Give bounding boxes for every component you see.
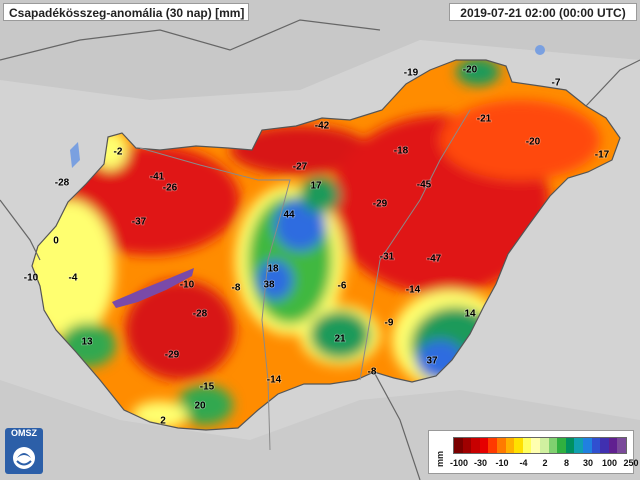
legend-swatch (471, 438, 480, 453)
value-label: -9 (385, 318, 394, 329)
country-border (31, 59, 621, 431)
value-label: -2 (114, 147, 123, 158)
value-label: 17 (310, 181, 322, 192)
legend-swatch (505, 438, 515, 453)
value-label: -15 (200, 382, 215, 393)
value-label: -28 (55, 178, 70, 189)
legend-swatch (582, 438, 592, 453)
legend-swatch (565, 438, 575, 453)
value-label: -26 (163, 183, 178, 194)
legend-swatch (454, 438, 463, 453)
value-labels: -19 -20 -7 -42 -21 -20 -17 -2 -18 -27 -2… (23, 64, 610, 428)
legend-tick-label: 2 (542, 458, 548, 468)
value-label: -18 (394, 146, 409, 157)
legend-tick-label: -30 (473, 458, 488, 468)
timestamp: 2019-07-21 02:00 (00:00 UTC) (449, 3, 637, 21)
legend-swatch (462, 438, 472, 453)
legend-swatch (496, 438, 506, 453)
map-title: Csapadékösszeg-anomália (30 nap) [mm] (3, 3, 249, 21)
legend-swatch (539, 438, 549, 453)
value-label: -21 (477, 114, 492, 125)
legend-swatch (548, 438, 558, 453)
value-label: -28 (193, 309, 208, 320)
legend-swatch (479, 438, 489, 453)
value-label: 18 (267, 264, 279, 275)
legend-colorbar (453, 437, 627, 454)
lake-balaton (112, 268, 194, 308)
value-label: -8 (232, 283, 241, 294)
value-label: -47 (427, 254, 442, 265)
value-label: -41 (150, 172, 165, 183)
legend-swatch (617, 438, 626, 453)
value-label: 13 (81, 337, 93, 348)
legend-swatch (557, 438, 566, 453)
legend-swatch (600, 438, 609, 453)
value-label: -37 (132, 217, 147, 228)
value-label: -7 (552, 78, 561, 89)
legend-unit: mm (435, 451, 445, 468)
value-label: -45 (417, 180, 432, 191)
legend: mm -100 -30 -10 -4 2 8 30 100 250 (428, 430, 639, 474)
value-label: 37 (426, 356, 438, 367)
value-label: -19 (404, 68, 419, 79)
river-tisza (359, 109, 471, 381)
legend-swatch (488, 438, 497, 453)
value-label: -42 (315, 121, 330, 132)
legend-tick-label: 30 (582, 458, 594, 468)
legend-swatch (591, 438, 601, 453)
lake-north (535, 45, 545, 55)
neighbour-border-north (0, 19, 381, 61)
omsz-logo-icon (5, 428, 43, 474)
value-label: -10 (180, 280, 195, 291)
value-label: 38 (263, 280, 275, 291)
river-danube (139, 147, 291, 451)
lake-vienna (70, 142, 80, 168)
legend-swatch (514, 438, 523, 453)
legend-tick-label: -100 (449, 458, 469, 468)
value-label: 0 (53, 236, 59, 247)
omsz-logo: OMSZ (5, 428, 43, 474)
value-label: -14 (267, 375, 282, 386)
value-label: 21 (334, 334, 346, 345)
value-label: -27 (293, 162, 308, 173)
value-label: -6 (338, 281, 347, 292)
legend-tick-label: 8 (563, 458, 570, 468)
value-label: 20 (194, 401, 206, 412)
value-label: 44 (283, 210, 295, 221)
value-label: -31 (380, 252, 395, 263)
legend-tick-label: -4 (519, 458, 528, 468)
value-label: -4 (69, 273, 78, 284)
neighbour-border-west (0, 199, 41, 261)
legend-swatch (608, 438, 618, 453)
legend-tick-label: 250 (623, 458, 639, 468)
legend-tick-label: 100 (601, 458, 618, 468)
value-label: -17 (595, 150, 610, 161)
value-label: -10 (24, 273, 39, 284)
value-label: 2 (160, 416, 166, 427)
neighbour-border-south (373, 371, 421, 480)
legend-swatch (522, 438, 532, 453)
value-label: 14 (464, 309, 476, 320)
neighbour-border-east (585, 59, 640, 107)
value-label: -14 (406, 285, 421, 296)
legend-swatch (531, 438, 540, 453)
value-label: -20 (526, 137, 541, 148)
legend-tick-label: -10 (495, 458, 509, 468)
value-label: -29 (373, 199, 388, 210)
value-label: -20 (463, 65, 478, 76)
value-label: -29 (165, 350, 180, 361)
logo-text: OMSZ (11, 428, 37, 438)
legend-swatch (574, 438, 583, 453)
legend-ticks: -100 -30 -10 -4 2 8 30 100 250 (445, 458, 639, 470)
terrain-shade (0, 0, 640, 100)
value-label: -8 (368, 367, 377, 378)
